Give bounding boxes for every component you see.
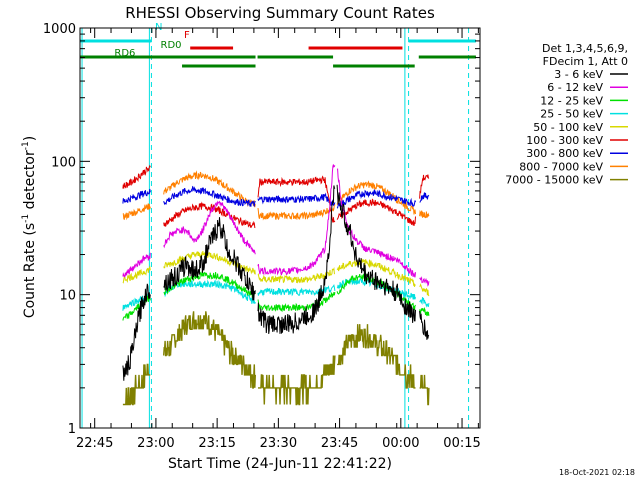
- legend-header-line: Det 1,3,4,5,6,9,: [542, 42, 628, 55]
- series-line: [257, 185, 336, 334]
- series-line: [122, 203, 151, 221]
- series-line: [419, 306, 430, 317]
- y-tick-label: 10: [59, 289, 76, 304]
- series-line: [163, 200, 256, 255]
- y-axis-label: Count Rate (s-1 detector-1): [21, 136, 38, 318]
- series-line: [336, 257, 416, 287]
- x-tick-label: 00:00: [382, 436, 419, 451]
- series-line: [122, 363, 151, 406]
- legend-entry-label: 7000 - 15000 keV: [505, 174, 603, 187]
- x-tick-label: 23:15: [198, 436, 235, 451]
- series-line: [122, 283, 151, 381]
- legend-entry-label: 6 - 12 keV: [547, 81, 603, 94]
- y-tick-label: 1: [68, 422, 76, 437]
- legend-entry-label: 3 - 6 keV: [554, 68, 603, 81]
- flag-label-rd6: RD6: [114, 48, 135, 59]
- x-tick-label: 23:30: [260, 436, 297, 451]
- plot-background: [80, 28, 480, 428]
- legend-entry-label: 12 - 25 keV: [540, 94, 603, 107]
- y-axis-label-mid: detector: [22, 150, 38, 214]
- series-line: [419, 192, 430, 203]
- chart-title: RHESSI Observing Summary Count Rates: [125, 4, 435, 22]
- series-line: [336, 198, 416, 226]
- series-line: [257, 203, 336, 221]
- series-line: [122, 164, 151, 189]
- legend-entry-label: 50 - 100 keV: [533, 121, 603, 134]
- series-line: [419, 311, 430, 340]
- legend-header-line: FDecim 1, Att 0: [543, 55, 628, 68]
- x-tick-label: 22:45: [76, 436, 113, 451]
- timestamp: 18-Oct-2021 02:18: [559, 468, 635, 477]
- flag-label-rd0: RD0: [161, 40, 182, 51]
- series-line: [336, 189, 416, 209]
- series-line: [122, 188, 151, 204]
- y-axis-label-main: Count Rate (s: [22, 223, 38, 318]
- y-axis-label-end: ): [22, 136, 38, 141]
- series-line: [419, 174, 430, 199]
- series-line: [163, 170, 256, 208]
- series-line: [122, 265, 151, 284]
- series-line: [257, 175, 336, 223]
- series-line: [257, 164, 336, 276]
- series-line: [257, 192, 336, 206]
- series-line: [257, 267, 335, 284]
- series-line: [337, 324, 416, 389]
- series-line: [163, 185, 256, 208]
- legend-entry-label: 800 - 7000 keV: [519, 160, 603, 173]
- x-tick-label: 00:15: [443, 436, 480, 451]
- series-line: [336, 184, 416, 323]
- plot-frame: [79, 27, 481, 429]
- y-axis-label-sup2: -1: [21, 141, 31, 150]
- series-line: [419, 209, 430, 219]
- x-axis-label: Start Time (24-Jun-11 22:41:22): [168, 456, 392, 472]
- series-line: [122, 252, 151, 278]
- axes: 1 10 100 1000 22:45 23:00 23:15 23:30 23:45 00:00…: [43, 22, 481, 451]
- legend: Det 1,3,4,5,6,9,FDecim 1, Att 03 - 6 keV…: [505, 42, 628, 187]
- y-axis-label-sup1: -1: [21, 214, 31, 223]
- series-line: [419, 276, 430, 287]
- series-line: [163, 217, 256, 301]
- series-line: [419, 374, 430, 406]
- series-line: [258, 355, 336, 406]
- x-tick-label: 23:45: [321, 436, 358, 451]
- legend-entry-label: 100 - 300 keV: [526, 134, 603, 147]
- y-tick-label: 100: [51, 155, 76, 170]
- series-line: [419, 297, 430, 308]
- x-tick-label: 23:00: [137, 436, 174, 451]
- series-line: [163, 201, 256, 229]
- series-lines: [122, 164, 430, 406]
- series-line: [163, 311, 256, 389]
- series-line: [257, 292, 336, 313]
- series-line: [257, 284, 336, 297]
- legend-entry-label: 300 - 800 keV: [526, 147, 603, 160]
- legend-entry-label: 25 - 50 keV: [540, 108, 603, 121]
- series-line: [163, 271, 256, 298]
- flag-label-f: F: [184, 30, 190, 41]
- plot-area: [80, 28, 480, 428]
- y-tick-label: 1000: [43, 22, 76, 37]
- series-line: [419, 283, 430, 297]
